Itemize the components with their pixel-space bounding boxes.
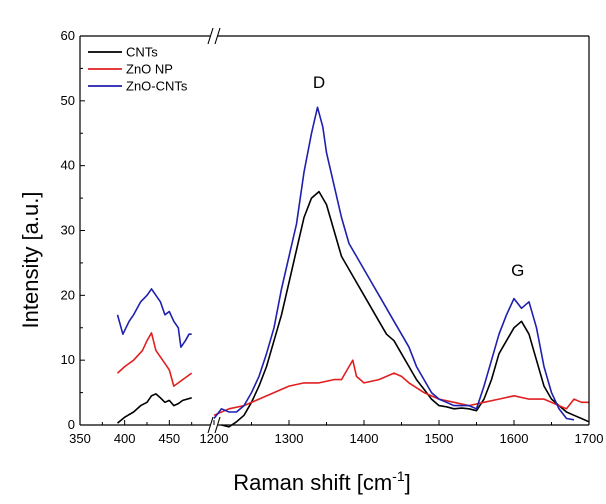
axis-break-mark	[207, 27, 214, 45]
axis-break-gap	[210, 33, 218, 39]
series-line-zno-cnts	[116, 288, 192, 348]
x-tick-label: 450	[158, 431, 180, 446]
x-tick-label: 1300	[275, 431, 304, 446]
y-tick-label: 60	[61, 28, 75, 43]
legend-label: CNTs	[126, 45, 158, 60]
series-line-zno-cnts	[213, 106, 575, 421]
axis-break-mark	[214, 27, 221, 45]
y-tick-label: 0	[68, 417, 75, 432]
y-tick-label: 50	[61, 93, 75, 108]
x-tick-label: 1600	[500, 431, 529, 446]
series-line-cnts	[116, 393, 192, 424]
x-axis-title: Raman shift [cm-1]	[233, 468, 411, 495]
x-tick-label: 1200	[200, 431, 229, 446]
x-tick-label: 1400	[350, 431, 379, 446]
x-tick-label: 350	[69, 431, 91, 446]
x-axis-title-suffix: ]	[405, 470, 411, 495]
y-tick-label: 10	[61, 352, 75, 367]
axis-break-mark	[207, 416, 214, 434]
peak-label: D	[313, 73, 325, 92]
y-tick-label: 30	[61, 223, 75, 238]
x-axis-title-main: Raman shift [cm	[233, 470, 392, 495]
series-line-zno-np	[213, 359, 589, 417]
y-tick-label: 20	[61, 287, 75, 302]
x-axis-title-sup: -1	[392, 468, 405, 484]
y-tick-label: 40	[61, 158, 75, 173]
legend-label: ZnO NP	[126, 62, 173, 77]
y-axis-title: Intensity [a.u.]	[18, 192, 43, 329]
ticks-layer: 0 10 20 30 40 50 60 350 400 450 1200 1300 1400 1500 16…	[61, 28, 604, 446]
peak-label: G	[511, 261, 524, 280]
legend-label: ZnO-CNTs	[126, 79, 188, 94]
x-tick-label: 1500	[425, 431, 454, 446]
series-line-zno-np	[116, 332, 193, 387]
annotations: DG	[313, 73, 525, 280]
legend: CNTs ZnO NP ZnO-CNTs	[88, 45, 188, 94]
series-layer	[116, 106, 590, 428]
axis-break-mark	[214, 416, 221, 434]
x-tick-label: 1700	[575, 431, 604, 446]
series-line-cnts	[221, 190, 590, 428]
x-tick-label: 400	[114, 431, 136, 446]
